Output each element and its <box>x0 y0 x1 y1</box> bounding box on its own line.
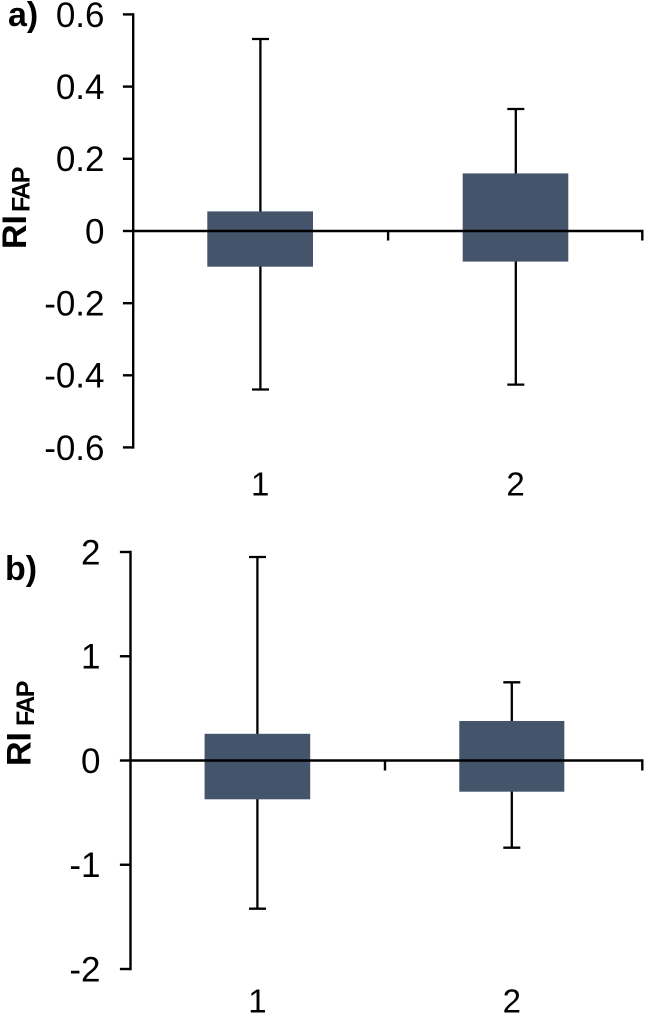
svg-text:-2: -2 <box>69 950 100 989</box>
svg-text:1: 1 <box>251 465 269 502</box>
svg-text:RIFAP: RIFAP <box>1 681 40 766</box>
svg-text:-1: -1 <box>69 846 100 885</box>
svg-text:2: 2 <box>506 465 524 502</box>
svg-text:-0.4: -0.4 <box>44 357 104 396</box>
svg-text:0: 0 <box>81 742 100 781</box>
svg-text:0: 0 <box>85 212 104 251</box>
svg-text:1: 1 <box>248 982 266 1019</box>
svg-text:0.2: 0.2 <box>56 140 105 179</box>
svg-text:-0.2: -0.2 <box>44 285 104 324</box>
svg-text:0.4: 0.4 <box>56 68 105 107</box>
svg-text:b): b) <box>5 550 37 588</box>
svg-text:0.6: 0.6 <box>56 0 105 35</box>
svg-text:2: 2 <box>503 982 521 1019</box>
svg-text:a): a) <box>8 0 38 34</box>
svg-text:2: 2 <box>81 533 100 572</box>
svg-text:RIFAP: RIFAP <box>0 167 35 249</box>
svg-text:-0.6: -0.6 <box>44 429 104 468</box>
svg-text:1: 1 <box>81 638 100 677</box>
